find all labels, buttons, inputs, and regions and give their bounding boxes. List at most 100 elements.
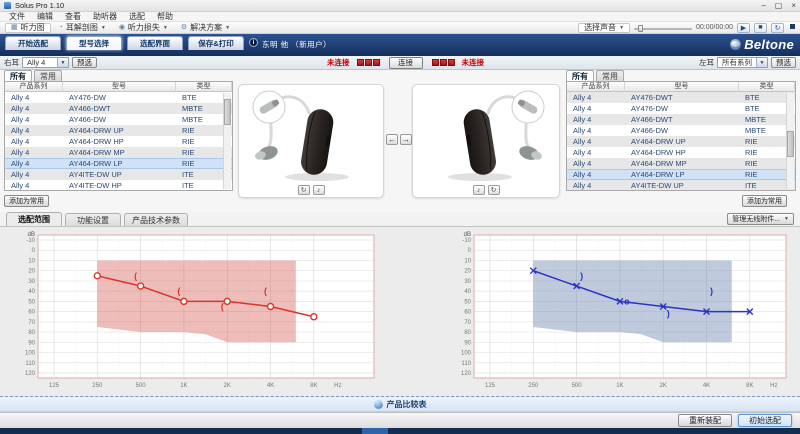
svg-text:80: 80: [464, 330, 471, 336]
menu-file[interactable]: 文件: [9, 12, 25, 21]
sound-select-dropdown[interactable]: 选择声音 ▼: [578, 22, 631, 33]
table-row[interactable]: Ally 4 AY476-DWT BTE: [567, 92, 795, 103]
workflow-header: 开始选配 型号选择 选配界面 保存&打印 i 东明 他 （新用户） Belton…: [0, 34, 800, 56]
svg-text:10: 10: [28, 258, 35, 264]
svg-text:500: 500: [572, 383, 583, 389]
svg-text:40: 40: [464, 289, 471, 295]
copy-right-button[interactable]: →: [400, 134, 412, 145]
chevron-down-icon: ▼: [162, 24, 168, 31]
right-ear-series-select[interactable]: Ally 4 ▼: [22, 57, 69, 68]
detail-tabs-row: 选配范围 功能设置 产品技术参数 管理无线附件... ▼: [0, 212, 800, 226]
left-preselect-button[interactable]: 预选: [771, 57, 796, 68]
table-row[interactable]: Ally 4 AY466-DW MBTE: [11, 115, 203, 124]
table-row[interactable]: Ally 4 AY464-DRW UP RIE: [5, 125, 232, 136]
table-row[interactable]: Ally 4 AY466-DWT MBTE: [5, 103, 232, 114]
tab-product-specs[interactable]: 产品技术参数: [124, 213, 188, 226]
menu-help[interactable]: 帮助: [157, 12, 173, 21]
svg-text:30: 30: [28, 279, 35, 285]
svg-text:-10: -10: [462, 238, 471, 244]
tab-all-left[interactable]: 所有: [566, 70, 594, 81]
menu-hearing-aid[interactable]: 助听器: [93, 12, 117, 21]
detach-icon[interactable]: [790, 23, 795, 29]
svg-text:500: 500: [136, 383, 147, 389]
tab-save-print[interactable]: 保存&打印: [188, 36, 244, 50]
refit-button[interactable]: 重新装配: [678, 414, 732, 427]
table-header: 产品系列 型号 类型: [567, 82, 795, 92]
copy-left-button[interactable]: ←: [386, 134, 398, 145]
play-sound-button[interactable]: ♪: [312, 185, 325, 195]
rotate-view-button[interactable]: ↻: [487, 185, 500, 195]
chevron-down-icon: ▼: [619, 24, 625, 31]
info-icon[interactable]: i: [249, 38, 258, 47]
table-row[interactable]: Ally 4 AY466-DW MBTE: [573, 126, 766, 135]
scrollbar-thumb[interactable]: [787, 131, 794, 157]
svg-text:125: 125: [485, 383, 496, 389]
close-button[interactable]: ×: [791, 0, 796, 10]
svg-text:100: 100: [461, 351, 472, 357]
svg-text:40: 40: [28, 289, 35, 295]
add-favorite-button-left[interactable]: 添加为常用: [742, 195, 787, 207]
tab-all-right[interactable]: 所有: [4, 70, 32, 81]
copy-selection-arrows: ← →: [386, 134, 412, 145]
scrollbar-thumb[interactable]: [224, 99, 231, 125]
tab-start-fitting[interactable]: 开始选配: [5, 36, 61, 50]
table-row[interactable]: Ally 4 AY476-DW BTE: [11, 93, 197, 102]
add-favorite-button-right[interactable]: 添加为常用: [4, 195, 49, 207]
product-comparison-button[interactable]: 产品比较表: [366, 398, 435, 411]
hearing-loss-button[interactable]: ◉ 听力损失 ▼: [118, 23, 168, 32]
right-battery-indicator: [356, 59, 380, 66]
table-row[interactable]: Ally 4 AY476-DW BTE: [573, 104, 760, 113]
svg-text:120: 120: [461, 371, 472, 377]
patient-name: 东明 他 （新用户）: [262, 40, 332, 49]
loop-button[interactable]: ↻: [771, 22, 784, 33]
play-button[interactable]: ▶: [737, 22, 750, 33]
tab-feature-settings[interactable]: 功能设置: [65, 213, 121, 226]
rotate-view-button[interactable]: ↻: [297, 185, 310, 195]
solutions-icon: ⚙: [180, 23, 188, 31]
table-row[interactable]: Ally 4 AY464-DRW UP RIE: [567, 136, 795, 147]
connect-button[interactable]: 连接: [388, 56, 423, 69]
maximize-button[interactable]: ▢: [774, 0, 783, 10]
table-row[interactable]: Ally 4 AY464-DRW LP RIE: [567, 169, 795, 180]
battery-icon: [439, 59, 447, 66]
audiogram-button[interactable]: ▦ 听力图: [5, 22, 51, 33]
table-row[interactable]: Ally 4 AY4ITE-DW UP ITE: [567, 180, 795, 190]
globe-icon: [373, 399, 383, 409]
svg-text:): ): [667, 309, 670, 319]
tab-model-selection[interactable]: 型号选择: [66, 36, 122, 50]
table-row[interactable]: Ally 4 AY464-DRW MP RIE: [567, 158, 795, 169]
solutions-button[interactable]: ⚙ 解决方案 ▼: [180, 23, 231, 32]
ear-anatomy-button[interactable]: ◔ 耳解剖图 ▼: [58, 23, 106, 32]
table-row[interactable]: Ally 4 AY464-DRW HP RIE: [573, 148, 758, 157]
initial-fit-button[interactable]: 初始选配: [738, 414, 792, 427]
battery-icon: [372, 59, 380, 66]
tab-favorites-right[interactable]: 常用: [34, 70, 62, 81]
right-preselect-button[interactable]: 预选: [72, 57, 97, 68]
table-row[interactable]: Ally 4 AY464-DRW MP RIE: [5, 147, 232, 158]
slider-thumb[interactable]: [638, 24, 644, 32]
column-header: 类型: [176, 82, 232, 92]
menu-edit[interactable]: 编辑: [37, 12, 53, 21]
right-table-scrollbar[interactable]: [223, 93, 231, 189]
menu-fitting[interactable]: 选配: [129, 12, 145, 21]
table-row[interactable]: Ally 4 AY466-DWT MBTE: [567, 114, 795, 125]
stop-button[interactable]: ■: [754, 22, 767, 33]
tab-favorites-left[interactable]: 常用: [596, 70, 624, 81]
tab-fitting-range[interactable]: 选配范围: [6, 212, 62, 226]
table-row[interactable]: Ally 4 AY4ITE-DW HP ITE: [11, 181, 194, 190]
left-ear-series-select[interactable]: 所有系列 ▼: [717, 57, 768, 68]
table-row[interactable]: Ally 4 AY4ITE-DW UP ITE: [5, 169, 232, 180]
table-row[interactable]: Ally 4 AY464-DRW HP RIE: [11, 137, 195, 146]
volume-slider[interactable]: [634, 24, 693, 32]
manage-wireless-accessories-button[interactable]: 管理无线附件... ▼: [727, 213, 794, 225]
tab-fitting-screen[interactable]: 选配界面: [127, 36, 183, 50]
minimize-button[interactable]: –: [761, 0, 766, 10]
left-table-scrollbar[interactable]: [786, 93, 794, 189]
svg-text:dB: dB: [28, 232, 35, 238]
menu-view[interactable]: 查看: [65, 12, 81, 21]
play-sound-button[interactable]: ♪: [472, 185, 485, 195]
chevron-down-icon: ▼: [756, 58, 767, 67]
svg-text:80: 80: [28, 330, 35, 336]
table-row[interactable]: Ally 4 AY464-DRW LP RIE: [5, 158, 232, 169]
svg-text:250: 250: [528, 383, 539, 389]
